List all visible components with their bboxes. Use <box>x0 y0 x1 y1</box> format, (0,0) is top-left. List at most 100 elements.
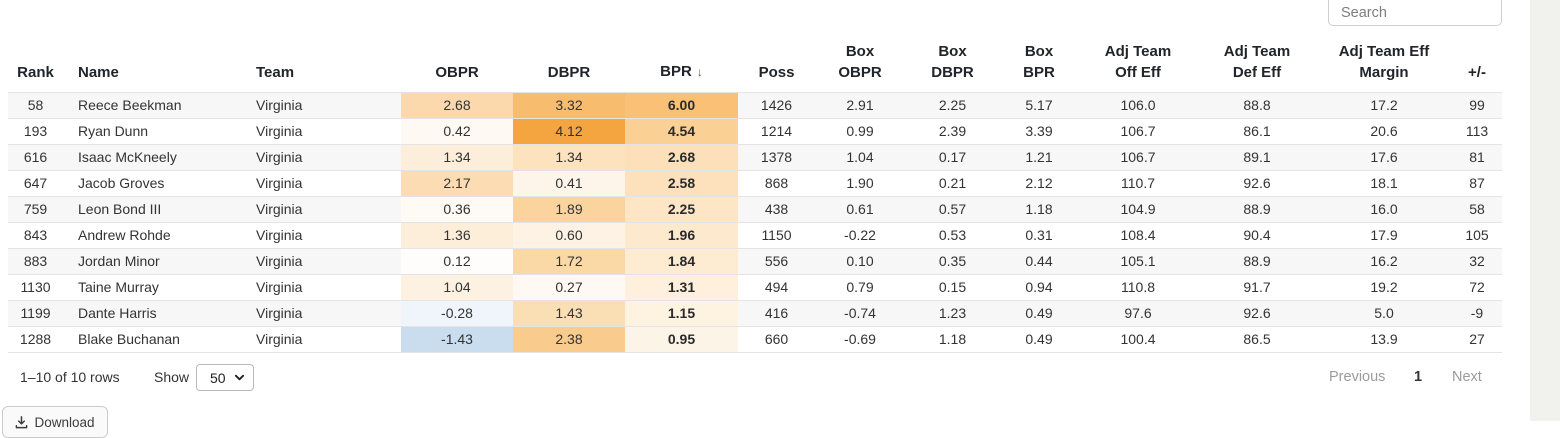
cell-rank: 58 <box>8 91 63 118</box>
cell-box_obpr: -0.69 <box>815 325 905 353</box>
cell-dbpr: 0.60 <box>513 221 625 248</box>
cell-rank: 1130 <box>8 273 63 300</box>
cell-dbpr: 1.43 <box>513 299 625 326</box>
cell-plus_minus: 81 <box>1452 143 1502 170</box>
table-header-row: Rank Name Team OBPR DBPR BPR ↓ Poss Box OBPR Box DB… <box>8 33 1502 92</box>
cell-rank: 616 <box>8 143 63 170</box>
cell-box_obpr: 0.79 <box>815 273 905 300</box>
table-row: 647 Jacob Groves Virginia 2.17 0.41 2.58 868 1.… <box>8 169 1502 196</box>
cell-dbpr: 0.41 <box>513 169 625 196</box>
cell-plus_minus: 72 <box>1452 273 1502 300</box>
cell-adj_margin: 20.6 <box>1316 117 1452 144</box>
pagination-page-1-button[interactable]: 1 <box>1414 369 1423 385</box>
cell-name: Ryan Dunn <box>63 117 251 144</box>
player-stats-table-container: Rank Name Team OBPR DBPR BPR ↓ Poss Box OBPR Box DB… <box>8 33 1502 353</box>
cell-plus_minus: 99 <box>1452 91 1502 118</box>
download-icon <box>16 415 28 428</box>
cell-team: Virginia <box>251 299 401 326</box>
column-header-box_bpr[interactable]: Box BPR <box>1023 42 1055 81</box>
column-header-poss[interactable]: Poss <box>758 63 795 81</box>
column-header-box_obpr[interactable]: Box OBPR <box>838 42 882 81</box>
page-size-select[interactable]: 50 <box>196 364 254 391</box>
table-row: 759 Leon Bond III Virginia 0.36 1.89 2.25 438 0… <box>8 195 1502 222</box>
cell-box_bpr: 2.12 <box>1000 169 1078 196</box>
cell-box_bpr: 0.44 <box>1000 247 1078 274</box>
cell-adj_def: 91.7 <box>1198 273 1316 300</box>
download-button[interactable]: Download <box>2 406 108 438</box>
cell-adj_off: 100.4 <box>1078 325 1198 353</box>
column-header-adj_off[interactable]: Adj Team Off Eff <box>1104 42 1172 81</box>
cell-poss: 868 <box>738 169 815 196</box>
cell-name: Blake Buchanan <box>63 325 251 353</box>
column-header-adj_margin[interactable]: Adj Team Eff Margin <box>1338 42 1430 81</box>
cell-obpr: 2.17 <box>401 169 513 196</box>
page-background-strip <box>1530 0 1560 421</box>
cell-box_obpr: 0.10 <box>815 247 905 274</box>
cell-team: Virginia <box>251 169 401 196</box>
cell-bpr: 2.68 <box>625 143 738 170</box>
column-header-dbpr[interactable]: DBPR <box>547 63 591 81</box>
cell-poss: 416 <box>738 299 815 326</box>
cell-poss: 438 <box>738 195 815 222</box>
cell-poss: 1150 <box>738 221 815 248</box>
column-header-name[interactable]: Name <box>78 63 119 81</box>
cell-adj_off: 106.7 <box>1078 143 1198 170</box>
cell-team: Virginia <box>251 325 401 353</box>
cell-plus_minus: 105 <box>1452 221 1502 248</box>
cell-team: Virginia <box>251 91 401 118</box>
cell-dbpr: 1.34 <box>513 143 625 170</box>
cell-bpr: 4.54 <box>625 117 738 144</box>
cell-rank: 759 <box>8 195 63 222</box>
column-header-rank[interactable]: Rank <box>17 63 54 81</box>
cell-adj_margin: 17.6 <box>1316 143 1452 170</box>
cell-adj_margin: 17.2 <box>1316 91 1452 118</box>
cell-box_bpr: 0.94 <box>1000 273 1078 300</box>
cell-obpr: 0.36 <box>401 195 513 222</box>
cell-adj_def: 88.8 <box>1198 91 1316 118</box>
cell-box_bpr: 1.21 <box>1000 143 1078 170</box>
cell-rank: 883 <box>8 247 63 274</box>
cell-obpr: 1.36 <box>401 221 513 248</box>
cell-adj_def: 88.9 <box>1198 247 1316 274</box>
cell-poss: 1214 <box>738 117 815 144</box>
cell-dbpr: 4.12 <box>513 117 625 144</box>
column-header-box_dbpr[interactable]: Box DBPR <box>931 42 974 81</box>
table-row: 1199 Dante Harris Virginia -0.28 1.43 1.15 416… <box>8 299 1502 326</box>
cell-team: Virginia <box>251 221 401 248</box>
cell-box_dbpr: 0.21 <box>905 169 1000 196</box>
cell-box_obpr: 1.04 <box>815 143 905 170</box>
cell-adj_def: 86.1 <box>1198 117 1316 144</box>
column-header-bpr[interactable]: BPR ↓ <box>660 62 703 80</box>
cell-dbpr: 3.32 <box>513 91 625 118</box>
cell-obpr: 0.42 <box>401 117 513 144</box>
cell-team: Virginia <box>251 117 401 144</box>
pagination-next-button[interactable]: Next <box>1452 369 1482 385</box>
search-input[interactable] <box>1328 0 1502 26</box>
cell-obpr: -1.43 <box>401 325 513 353</box>
cell-adj_def: 90.4 <box>1198 221 1316 248</box>
cell-box_dbpr: 0.35 <box>905 247 1000 274</box>
column-header-obpr[interactable]: OBPR <box>435 63 479 81</box>
cell-bpr: 1.84 <box>625 247 738 274</box>
cell-name: Leon Bond III <box>63 195 251 222</box>
cell-adj_def: 92.6 <box>1198 299 1316 326</box>
column-header-plus_minus[interactable]: +/- <box>1468 63 1486 81</box>
cell-dbpr: 0.27 <box>513 273 625 300</box>
pagination-previous-button[interactable]: Previous <box>1329 369 1386 385</box>
cell-box_bpr: 0.31 <box>1000 221 1078 248</box>
cell-box_dbpr: 2.25 <box>905 91 1000 118</box>
column-header-team[interactable]: Team <box>256 63 295 81</box>
cell-adj_def: 86.5 <box>1198 325 1316 353</box>
cell-rank: 1288 <box>8 325 63 353</box>
column-header-adj_def[interactable]: Adj Team Def Eff <box>1223 42 1291 81</box>
cell-box_bpr: 1.18 <box>1000 195 1078 222</box>
cell-team: Virginia <box>251 273 401 300</box>
cell-dbpr: 1.89 <box>513 195 625 222</box>
cell-box_bpr: 5.17 <box>1000 91 1078 118</box>
cell-team: Virginia <box>251 247 401 274</box>
cell-team: Virginia <box>251 143 401 170</box>
cell-box_obpr: 1.90 <box>815 169 905 196</box>
cell-obpr: 2.68 <box>401 91 513 118</box>
cell-box_dbpr: 0.15 <box>905 273 1000 300</box>
cell-rank: 193 <box>8 117 63 144</box>
